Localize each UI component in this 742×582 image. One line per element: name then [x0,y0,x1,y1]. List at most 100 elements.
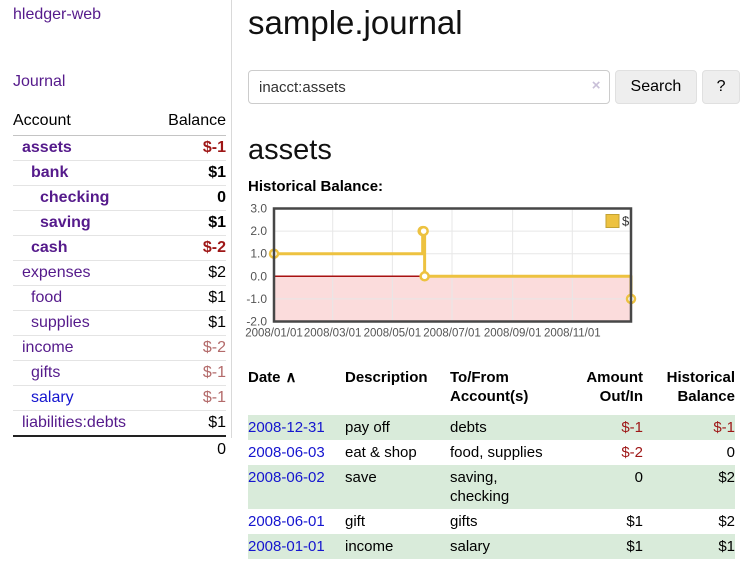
accounts-header-balance: Balance [119,112,226,136]
sidebar-account-link[interactable]: checking [40,189,110,206]
x-tick-label: 2008/07/01 [423,328,481,340]
register-row[interactable]: 2008-06-01 gift gifts $1 $2 [248,509,735,534]
sidebar: hledger-web Journal Account Balance asse… [0,0,232,462]
sidebar-account-link[interactable]: supplies [31,314,90,331]
register-row[interactable]: 2008-06-02 save saving, checking 0 $2 [248,465,735,509]
search-box: × [248,70,610,104]
account-row: liabilities:debts $1 [13,411,226,437]
transaction-description: save [345,469,377,486]
transaction-balance: $-1 [713,419,735,436]
transaction-amount: $-1 [621,419,643,436]
transaction-accounts: gifts [450,513,478,530]
transaction-date-link[interactable]: 2008-06-01 [248,513,325,530]
y-tick-label: 2.0 [250,224,267,238]
data-point [419,271,430,282]
transaction-accounts: debts [450,419,487,436]
sidebar-account-link[interactable]: income [22,339,74,356]
transaction-description: income [345,538,394,555]
page-title: sample.journal [248,4,463,41]
y-tick-label: -2.0 [246,315,267,329]
account-balance: $-1 [119,360,226,386]
register-header-balance: Historical Balance [666,369,735,405]
transaction-accounts: saving, checking [450,469,510,505]
transaction-amount: $1 [626,538,643,555]
sidebar-account-link[interactable]: assets [22,139,72,156]
chart-title: Historical Balance: [248,178,384,195]
transaction-description: gift [345,513,366,530]
transaction-balance: $1 [718,538,735,555]
account-row: income $-2 [13,335,226,361]
sidebar-account-link[interactable]: expenses [22,264,91,281]
account-row: food $1 [13,285,226,311]
x-tick-label: 2008/05/01 [364,328,422,340]
account-row: gifts $-1 [13,360,226,386]
register-header-amount: Amount Out/In [586,369,643,405]
account-balance: $-2 [119,335,226,361]
account-row: saving $1 [13,210,226,236]
account-row: salary $-1 [13,385,226,411]
account-row: supplies $1 [13,310,226,336]
transaction-balance: 0 [726,444,735,461]
transaction-date-link[interactable]: 2008-06-02 [248,469,325,486]
account-row: assets $-1 [13,135,226,161]
register-header-row: Date ∧ Description To/From Account(s) Amo… [248,368,735,415]
account-balance: $1 [208,414,226,431]
transaction-description: pay off [345,419,390,436]
account-row: expenses $2 [13,260,226,286]
transaction-accounts: food, supplies [450,444,543,461]
sidebar-account-link[interactable]: saving [40,214,91,231]
transaction-date-link[interactable]: 2008-12-31 [248,419,325,436]
accounts-total-row: 0 [13,435,226,462]
accounts-table: Account Balance assets $-1 bank $1 checking 0… [13,112,226,462]
transaction-balance: $2 [718,513,735,530]
accounts-total-value: 0 [119,435,226,462]
x-tick-label: 2008/09/01 [484,328,542,340]
help-button[interactable]: ? [702,70,740,104]
accounts-total-spacer [13,435,120,462]
y-tick-label: 1.0 [250,247,267,261]
account-row: cash $-2 [13,235,226,261]
data-point [418,225,429,237]
search-input[interactable] [248,70,610,104]
register-header-accounts: To/From Account(s) [450,369,529,405]
register-row[interactable]: 2008-06-03 eat & shop food, supplies $-2 0 [248,440,735,465]
transaction-date-link[interactable]: 2008-01-01 [248,538,325,555]
register-row[interactable]: 2008-01-01 income salary $1 $1 [248,534,735,559]
app-brand-link[interactable]: hledger-web [13,6,102,23]
sidebar-account-link[interactable]: gifts [31,364,61,381]
register-row[interactable]: 2008-12-31 pay off debts $-1 $-1 [248,415,735,440]
sidebar-account-link[interactable]: bank [31,164,69,181]
register-header-date[interactable]: Date ∧ [248,368,345,415]
account-balance: $2 [119,260,226,286]
x-tick-label: 2008/11/01 [544,328,601,340]
sidebar-account-link[interactable]: salary [31,389,74,406]
register-table: Date ∧ Description To/From Account(s) Amo… [248,368,735,559]
nav-journal-link[interactable]: Journal [13,73,66,90]
sort-ascending-icon: ∧ [285,369,297,386]
sidebar-account-link[interactable]: liabilities:debts [22,414,127,431]
account-row: bank $1 [13,160,226,186]
account-title: assets [248,134,332,166]
y-tick-label: 0.0 [250,269,267,283]
account-balance: $1 [119,285,226,311]
transaction-date-link[interactable]: 2008-06-03 [248,444,325,461]
clear-search-icon[interactable]: × [591,77,601,94]
transaction-amount: 0 [634,469,643,486]
register-header-date-label: Date [248,369,281,386]
transaction-amount: $-2 [621,444,643,461]
account-balance: $-1 [119,385,226,411]
account-balance: $-1 [119,135,226,161]
legend-swatch [605,214,620,228]
transaction-balance: $2 [718,469,735,486]
accounts-header-account: Account [13,112,120,136]
search-button[interactable]: Search [614,70,698,104]
transaction-accounts: salary [450,538,491,555]
search-form: × Search ? [248,70,740,104]
account-balance: $1 [119,160,226,186]
account-balance: $-2 [119,235,226,261]
sidebar-account-link[interactable]: cash [31,239,68,256]
main-content: sample.journal × Search ? assets Histori… [245,0,740,559]
sidebar-account-link[interactable]: food [31,289,63,306]
y-tick-label: -1.0 [246,292,267,306]
